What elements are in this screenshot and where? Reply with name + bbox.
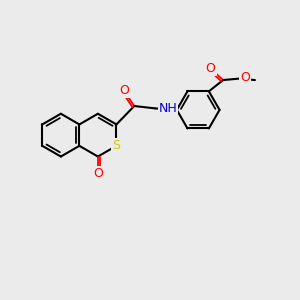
Text: S: S (112, 139, 120, 152)
Text: O: O (119, 84, 129, 97)
Text: NH: NH (159, 102, 177, 115)
Text: O: O (206, 62, 216, 75)
Text: O: O (240, 71, 250, 85)
Text: O: O (93, 167, 103, 180)
